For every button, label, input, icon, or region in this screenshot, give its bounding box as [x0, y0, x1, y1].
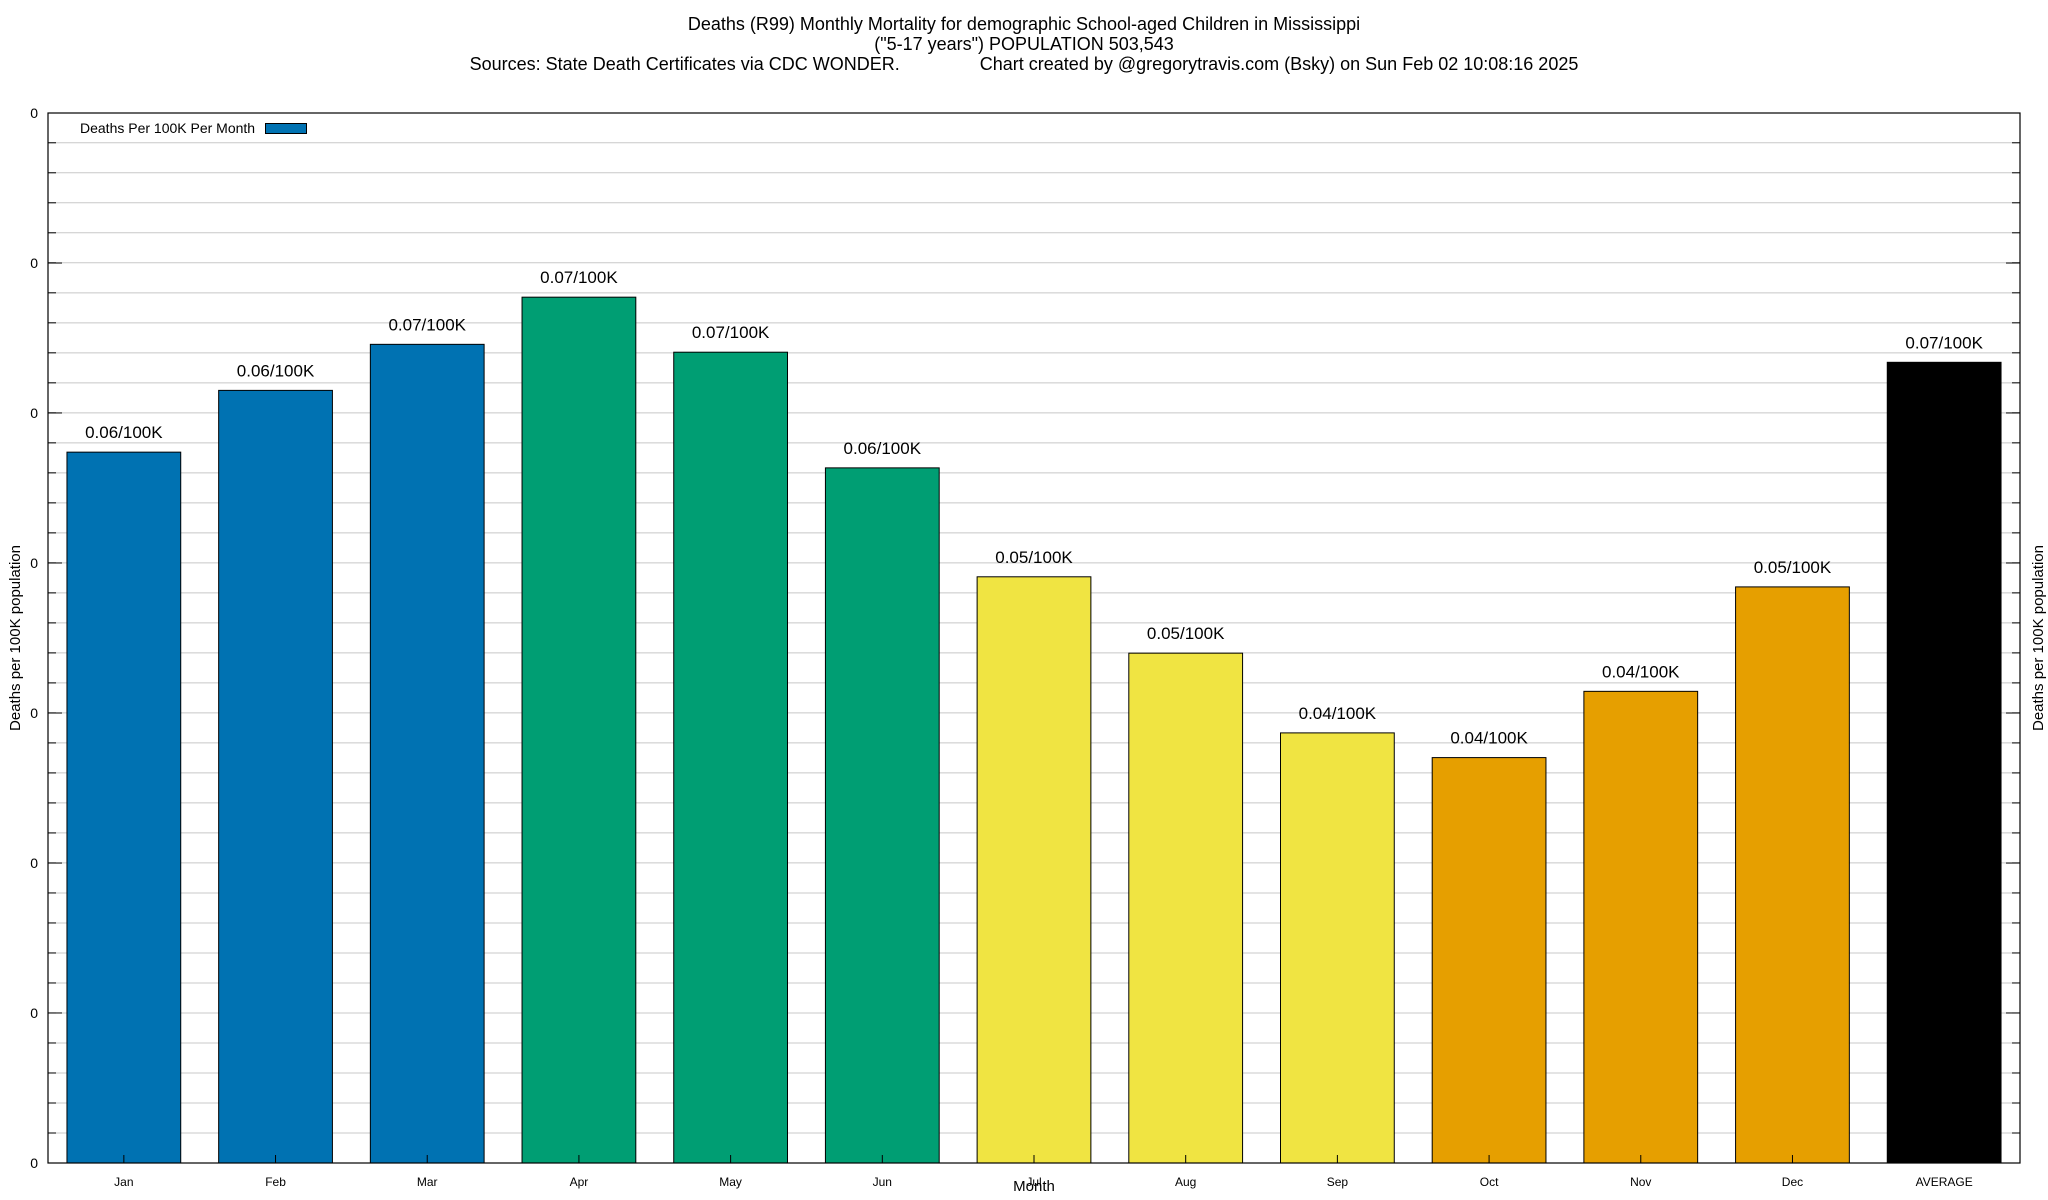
data-label: 0.04/100K	[1602, 662, 1680, 681]
x-tick-label: Mar	[417, 1175, 438, 1189]
x-tick-label: Jun	[873, 1175, 892, 1189]
bar-jul	[976, 576, 1092, 1164]
plot-border	[47, 112, 2021, 1164]
x-tick-label: AVERAGE	[1916, 1175, 1973, 1189]
x-tick-label: Oct	[1480, 1175, 1499, 1189]
y-axis-title: Deaths per 100K population	[7, 545, 24, 731]
bar-jan	[66, 451, 182, 1164]
bar-jun	[824, 467, 940, 1164]
y-tick-label: 0	[30, 255, 38, 271]
bar-average	[1886, 361, 2002, 1164]
data-label: 0.06/100K	[237, 361, 315, 380]
data-label: 0.07/100K	[388, 315, 466, 334]
x-tick-label: Jan	[114, 1175, 133, 1189]
legend-swatch	[265, 122, 308, 134]
bar-dec	[1735, 586, 1850, 1164]
data-label: 0.06/100K	[844, 439, 922, 458]
x-tick-label: Jul	[1026, 1175, 1041, 1189]
x-tick-label: May	[719, 1175, 742, 1189]
data-label: 0.07/100K	[540, 268, 618, 287]
chart-subtitle: ("5-17 years") POPULATION 503,543	[874, 34, 1174, 54]
y-tick-label: 0	[30, 1005, 38, 1021]
chart-title: Deaths (R99) Monthly Mortality for demog…	[687, 14, 1361, 34]
data-label: 0.05/100K	[1754, 558, 1832, 577]
chart-source-line: Sources: State Death Certificates via CD…	[469, 54, 1579, 74]
x-tick-label: Aug	[1175, 1175, 1196, 1189]
bar-may	[673, 351, 789, 1164]
x-tick-label: Apr	[570, 1175, 589, 1189]
y-tick-label: 0	[30, 405, 38, 421]
bar-aug	[1128, 652, 1244, 1164]
y-tick-label: 0	[30, 705, 38, 721]
chart-legend: Deaths Per 100K Per Month	[80, 120, 308, 136]
bar-apr	[521, 296, 637, 1164]
y-tick-label: 0	[30, 555, 38, 571]
y2-axis-title: Deaths per 100K population	[2030, 545, 2047, 731]
bar-sep	[1280, 732, 1395, 1164]
bar-nov	[1583, 690, 1699, 1164]
x-tick-label: Sep	[1327, 1175, 1349, 1189]
data-label: 0.07/100K	[1905, 333, 1983, 352]
y-tick-label: 0	[30, 1155, 38, 1171]
data-label: 0.06/100K	[85, 423, 163, 442]
bar-feb	[218, 389, 333, 1164]
bar-oct	[1431, 757, 1547, 1164]
data-label: 0.04/100K	[1450, 729, 1528, 748]
x-axis-title: Month	[1013, 1178, 1055, 1195]
x-tick-label: Nov	[1630, 1175, 1651, 1189]
data-label: 0.04/100K	[1299, 704, 1377, 723]
legend-label: Deaths Per 100K Per Month	[80, 120, 256, 136]
y-tick-label: 0	[30, 105, 38, 121]
y-tick-label: 0	[30, 855, 38, 871]
data-label: 0.05/100K	[1147, 624, 1225, 643]
x-tick-label: Dec	[1782, 1175, 1803, 1189]
data-label: 0.07/100K	[692, 323, 770, 342]
bar-mar	[369, 343, 485, 1164]
data-label: 0.05/100K	[995, 548, 1073, 567]
x-tick-label: Feb	[265, 1175, 286, 1189]
